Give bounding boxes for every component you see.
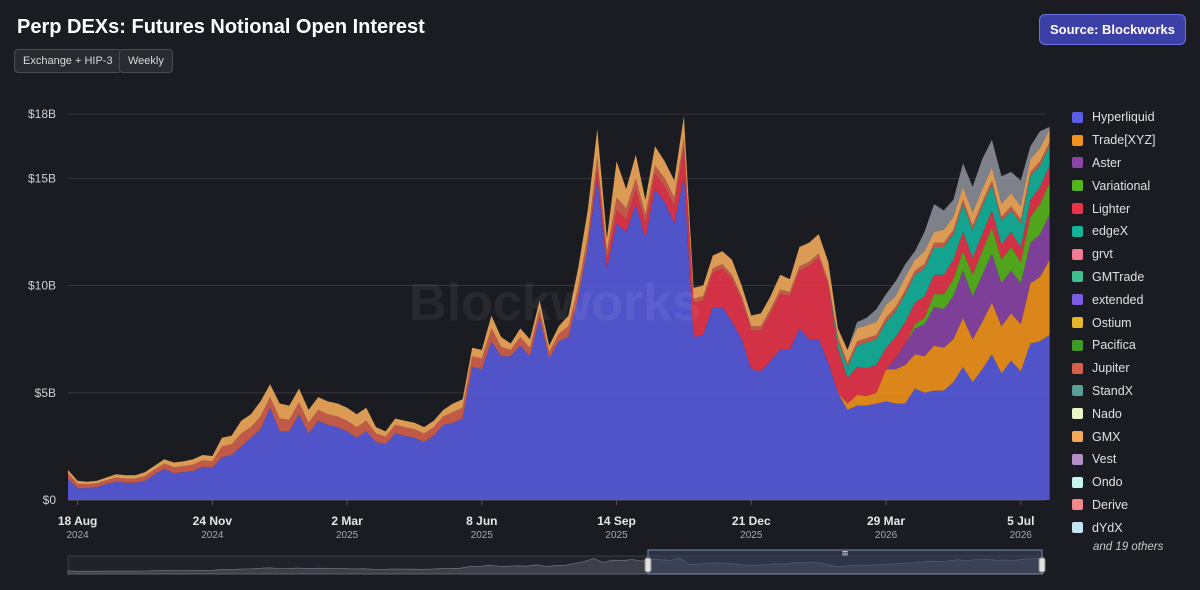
x-tick-label: 21 Dec	[732, 514, 771, 528]
y-tick-label: $15B	[28, 171, 56, 185]
legend-item-pacifica[interactable]: Pacifica	[1072, 334, 1197, 357]
x-tick-year: 2025	[605, 530, 628, 541]
legend-swatch	[1072, 339, 1083, 351]
legend-swatch	[1072, 431, 1083, 443]
legend-item-gmx[interactable]: GMX	[1072, 425, 1197, 448]
legend-swatch	[1072, 271, 1083, 283]
legend-swatch	[1072, 134, 1083, 146]
x-tick-label: 2 Mar	[331, 514, 363, 528]
x-tick-label: 14 Sep	[597, 514, 636, 528]
legend-swatch	[1072, 453, 1083, 465]
watermark: Blockworks	[409, 274, 701, 332]
y-tick-label: $0	[43, 493, 57, 507]
legend-item-standx[interactable]: StandX	[1072, 380, 1197, 403]
legend-item-aster[interactable]: Aster	[1072, 152, 1197, 175]
legend-label: GMX	[1092, 429, 1121, 444]
area-hyperliquid[interactable]	[68, 176, 1050, 500]
legend-item-lighter[interactable]: Lighter	[1072, 197, 1197, 220]
legend-swatch	[1072, 408, 1083, 420]
y-tick-label: $5B	[35, 386, 56, 400]
x-tick-year: 2025	[740, 530, 763, 541]
legend-item-edgex[interactable]: edgeX	[1072, 220, 1197, 243]
legend: Hyperliquid Trade[XYZ] Aster Variational Lig…	[1072, 106, 1197, 553]
legend-item-derive[interactable]: Derive	[1072, 494, 1197, 517]
legend-label: Lighter	[1092, 201, 1131, 216]
legend-swatch	[1072, 499, 1083, 511]
navigator-right-handle[interactable]	[1038, 557, 1046, 573]
legend-label: Aster	[1092, 155, 1122, 170]
legend-item-hyperliquid[interactable]: Hyperliquid	[1072, 106, 1197, 129]
legend-label: Hyperliquid	[1092, 110, 1155, 125]
y-tick-label: $18B	[28, 107, 56, 121]
legend-item-vest[interactable]: Vest	[1072, 448, 1197, 471]
chart-title: Perp DEXs: Futures Notional Open Interes…	[17, 16, 425, 38]
x-tick-year: 2026	[1010, 530, 1033, 541]
legend-label: extended	[1092, 292, 1144, 307]
legend-swatch	[1072, 476, 1083, 488]
filter-pill-interval[interactable]: Weekly	[119, 49, 173, 73]
legend-swatch	[1072, 248, 1083, 260]
legend-item-jupiter[interactable]: Jupiter	[1072, 357, 1197, 380]
x-tick-label: 8 Jun	[466, 514, 497, 528]
navigator-left-handle[interactable]	[644, 557, 652, 573]
x-tick-label: 24 Nov	[193, 514, 233, 528]
x-tick-year: 2025	[336, 530, 359, 541]
legend-item-ostium[interactable]: Ostium	[1072, 311, 1197, 334]
legend-label: StandX	[1092, 383, 1134, 398]
legend-swatch	[1072, 385, 1083, 397]
legend-label: Variational	[1092, 178, 1151, 193]
legend-swatch	[1072, 180, 1083, 192]
x-tick-year: 2024	[66, 530, 89, 541]
x-tick-label: 29 Mar	[867, 514, 905, 528]
legend-label: Ostium	[1092, 315, 1132, 330]
legend-item-nado[interactable]: Nado	[1072, 402, 1197, 425]
x-tick-year: 2025	[471, 530, 494, 541]
legend-swatch	[1072, 157, 1083, 169]
legend-label: Pacifica	[1092, 338, 1136, 353]
legend-swatch	[1072, 317, 1083, 329]
legend-more-label[interactable]: and 19 others	[1093, 541, 1164, 554]
legend-label: Trade[XYZ]	[1092, 133, 1156, 148]
legend-swatch	[1072, 294, 1083, 306]
y-axis: $0 $5B $10B $15B $18B	[28, 107, 56, 507]
legend-label: GMTrade	[1092, 269, 1145, 284]
legend-item-dydx[interactable]: dYdX	[1072, 516, 1197, 539]
legend-item-trade-xyz[interactable]: Trade[XYZ]	[1072, 129, 1197, 152]
legend-swatch	[1072, 203, 1083, 215]
stacked-areas	[68, 116, 1050, 500]
legend-swatch	[1072, 522, 1083, 534]
x-tick-label: 5 Jul	[1007, 514, 1034, 528]
legend-label: grvt	[1092, 247, 1113, 262]
x-tick-year: 2026	[875, 530, 898, 541]
x-axis: 18 Aug 2024 24 Nov 2024 2 Mar 2025 8 Jun 2025 14…	[58, 500, 1034, 541]
navigator-grip-icon[interactable]: ≡	[841, 549, 849, 559]
x-tick-label: 18 Aug	[58, 514, 98, 528]
legend-label: Derive	[1092, 497, 1129, 512]
legend-label: Jupiter	[1092, 361, 1130, 376]
source-button[interactable]: Source: Blockworks	[1039, 14, 1186, 45]
legend-item-extended[interactable]: extended	[1072, 288, 1197, 311]
legend-label: dYdX	[1092, 520, 1123, 535]
legend-label: Vest	[1092, 452, 1117, 467]
y-tick-label: $10B	[28, 279, 56, 293]
legend-swatch	[1072, 111, 1083, 123]
legend-item-variational[interactable]: Variational	[1072, 174, 1197, 197]
legend-label: Ondo	[1092, 475, 1123, 490]
legend-label: Nado	[1092, 406, 1122, 421]
legend-item-grvt[interactable]: grvt	[1072, 243, 1197, 266]
legend-item-ondo[interactable]: Ondo	[1072, 471, 1197, 494]
x-tick-year: 2024	[201, 530, 224, 541]
legend-swatch	[1072, 362, 1083, 374]
legend-label: edgeX	[1092, 224, 1129, 239]
legend-item-gmtrade[interactable]: GMTrade	[1072, 266, 1197, 289]
legend-swatch	[1072, 225, 1083, 237]
range-navigator[interactable]: ≡	[67, 549, 1046, 575]
